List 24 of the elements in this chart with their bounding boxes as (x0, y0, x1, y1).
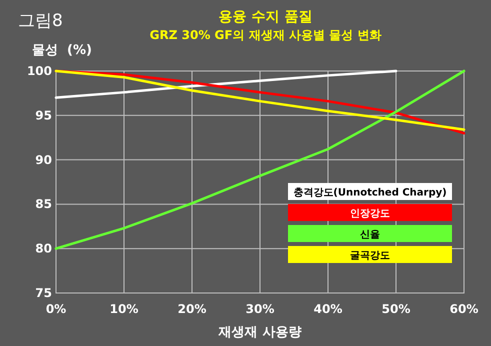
x-tick-label: 40% (314, 302, 342, 316)
text: 신율 (360, 230, 380, 240)
text: 굴곡강도 (350, 250, 390, 262)
y-tick-label: 80 (35, 242, 52, 256)
x-tick-label: 10% (110, 302, 138, 316)
x-tick-label: 30% (246, 302, 274, 316)
line-series (54, 70, 398, 99)
y-tick-label: 85 (35, 197, 52, 212)
y-tick-label: 90 (35, 152, 52, 167)
chart-title: 용융 수지 품질 (218, 9, 312, 25)
y-tick-label: 75 (35, 286, 52, 300)
x-tick-label: 60% (450, 302, 478, 316)
x-axis-title: 재생재 사용량 (218, 325, 302, 340)
x-tick-label: 20% (178, 302, 206, 316)
y-tick-label: 95 (35, 108, 52, 122)
line-series (54, 70, 466, 250)
x-tick-label: 50% (382, 302, 410, 316)
text: 충격강도(Unnotched Charpy) (293, 188, 447, 198)
text: 인장강도 (350, 208, 390, 220)
y-axis-title: 물성 (%) (32, 43, 92, 58)
x-tick-label: 0% (46, 302, 66, 316)
y-tick-label: 100 (26, 64, 52, 78)
chart-subtitle: GRZ 30% GF의 재생재 사용별 물성 변화 (150, 28, 382, 42)
caption: 그림8 (18, 11, 63, 31)
